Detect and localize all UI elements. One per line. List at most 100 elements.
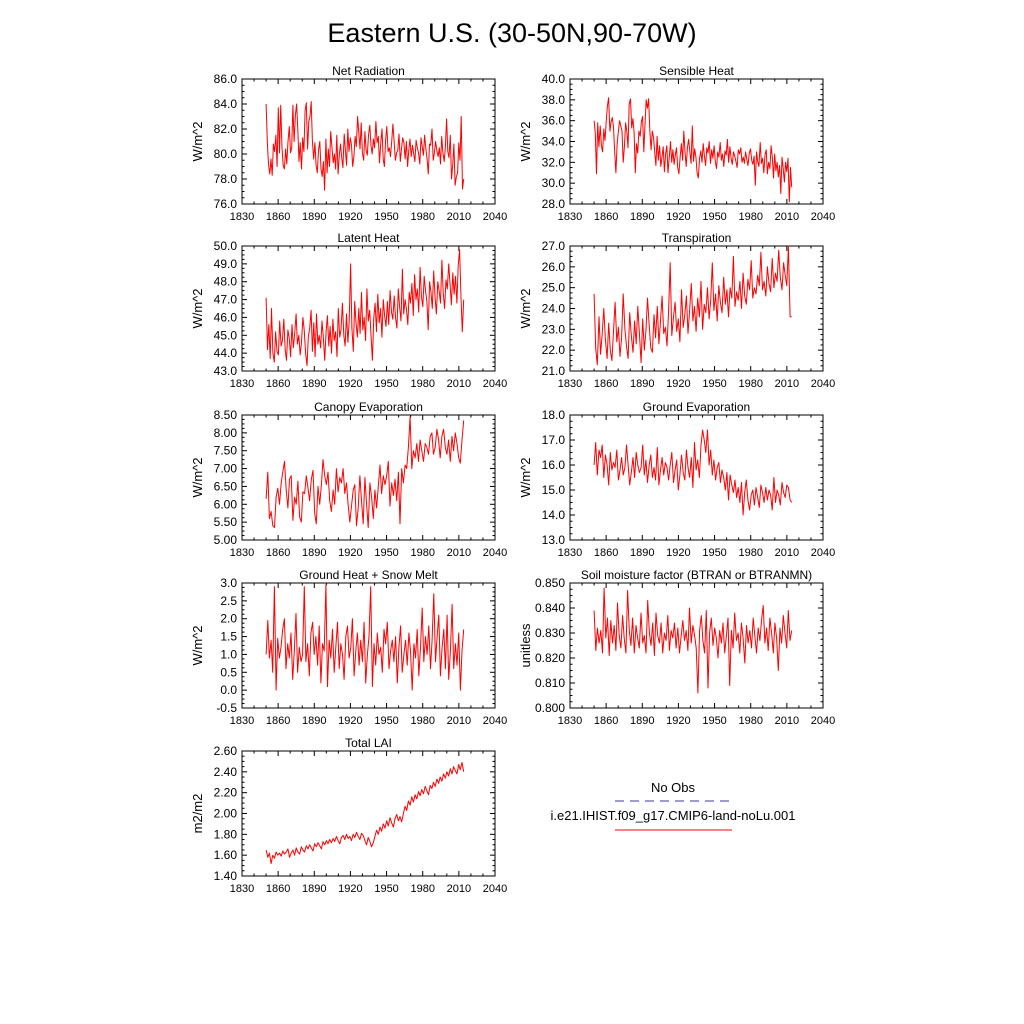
panel-title: Latent Heat [337, 231, 400, 245]
y-tick-label: 8.50 [214, 408, 238, 422]
chart-panel: Net Radiation W/m^2 1830 1860 1890 1920 1950 19… [190, 64, 507, 223]
x-tick-label: 1950 [702, 378, 726, 390]
x-tick-label: 1860 [594, 547, 618, 559]
x-tick-label: 2010 [775, 378, 799, 390]
y-tick-label: 5.00 [214, 533, 238, 547]
x-tick-label: 1980 [738, 211, 762, 223]
x-tick-label: 2040 [811, 715, 835, 727]
y-tick-label: 43.0 [214, 364, 238, 378]
x-tick-label: 1830 [558, 715, 582, 727]
y-tick-label: 32.0 [542, 155, 566, 169]
chart-panel: Transpiration W/m^2 1830 1860 1890 1920 1950 19… [518, 231, 835, 390]
chart-panel: Canopy Evaporation W/m^2 1830 1860 1890 1920 1… [190, 400, 507, 559]
y-axis-label: W/m^2 [190, 288, 205, 328]
series-line [593, 429, 793, 516]
y-tick-label: 5.50 [214, 515, 238, 529]
y-tick-label: 0.820 [535, 651, 565, 665]
y-tick-label: 30.0 [542, 176, 566, 190]
series-line [265, 762, 465, 864]
x-tick-label: 2040 [811, 211, 835, 223]
legend-obs-label: No Obs [651, 780, 696, 795]
x-tick-label: 1980 [410, 378, 434, 390]
x-tick-label: 1980 [410, 883, 434, 895]
y-tick-label: 80.0 [214, 147, 238, 161]
y-tick-label: 1.0 [220, 647, 237, 661]
x-tick-label: 1920 [338, 547, 362, 559]
x-tick-label: 1860 [594, 715, 618, 727]
x-tick-label: 1860 [266, 211, 290, 223]
x-tick-label: 1950 [702, 211, 726, 223]
y-tick-label: 23.0 [542, 322, 566, 336]
series-line [265, 249, 465, 367]
y-tick-label: 15.0 [542, 483, 566, 497]
panel-title: Sensible Heat [659, 64, 734, 78]
panel-title: Net Radiation [332, 64, 405, 78]
x-tick-label: 1890 [302, 883, 326, 895]
y-tick-label: 76.0 [214, 197, 238, 211]
x-tick-label: 1830 [558, 378, 582, 390]
x-tick-label: 1830 [558, 547, 582, 559]
chart-panel: Total LAI m2/m2 1830 1860 1890 1920 1950 1980 20… [190, 736, 507, 895]
y-tick-label: -0.5 [216, 701, 237, 715]
y-tick-label: 40.0 [542, 72, 566, 86]
y-tick-label: 50.0 [214, 239, 238, 253]
legend-model-label: i.e21.IHIST.f09_g17.CMIP6-land-noLu.001 [551, 808, 796, 823]
x-tick-label: 2010 [447, 715, 471, 727]
x-tick-label: 2040 [483, 211, 507, 223]
x-tick-label: 1950 [374, 883, 398, 895]
panel-title: Soil moisture factor (BTRAN or BTRANMN) [581, 568, 812, 582]
y-tick-label: 6.00 [214, 497, 238, 511]
y-axis-label: W/m^2 [518, 457, 533, 497]
x-tick-label: 1860 [266, 378, 290, 390]
series-line [265, 416, 465, 528]
x-tick-label: 1950 [702, 715, 726, 727]
y-tick-label: 6.50 [214, 479, 238, 493]
y-tick-label: 2.20 [214, 786, 238, 800]
x-tick-label: 2040 [483, 715, 507, 727]
panel-title: Transpiration [662, 231, 732, 245]
x-tick-label: 1980 [410, 211, 434, 223]
x-tick-label: 2010 [447, 883, 471, 895]
x-tick-label: 2010 [447, 211, 471, 223]
x-tick-label: 1950 [374, 378, 398, 390]
y-axis-label: unitless [518, 623, 533, 668]
y-axis-label: W/m^2 [190, 625, 205, 665]
x-tick-label: 1920 [666, 378, 690, 390]
x-tick-label: 1980 [410, 547, 434, 559]
y-tick-label: 82.0 [214, 122, 238, 136]
x-tick-label: 1890 [302, 547, 326, 559]
x-tick-label: 2040 [483, 547, 507, 559]
x-tick-label: 1830 [230, 211, 254, 223]
y-tick-label: 38.0 [542, 93, 566, 107]
y-tick-label: 0.5 [220, 665, 237, 679]
x-tick-label: 2010 [775, 715, 799, 727]
y-tick-label: 84.0 [214, 97, 238, 111]
x-tick-label: 1950 [374, 547, 398, 559]
x-tick-label: 1920 [666, 547, 690, 559]
y-axis-label: m2/m2 [190, 794, 205, 834]
x-tick-label: 1920 [338, 378, 362, 390]
x-tick-label: 1920 [338, 715, 362, 727]
y-tick-label: 0.800 [535, 701, 565, 715]
x-tick-label: 2010 [775, 211, 799, 223]
x-tick-label: 1920 [666, 211, 690, 223]
y-tick-label: 28.0 [542, 197, 566, 211]
y-tick-label: 34.0 [542, 135, 566, 149]
chart-panel: Sensible Heat W/m^2 1830 1860 1890 1920 1950 19… [518, 64, 835, 223]
y-tick-label: 1.5 [220, 630, 237, 644]
x-tick-label: 1920 [666, 715, 690, 727]
x-tick-label: 1980 [738, 378, 762, 390]
panel-title: Ground Evaporation [643, 400, 750, 414]
y-tick-label: 36.0 [542, 114, 566, 128]
y-tick-label: 48.0 [214, 275, 238, 289]
y-tick-label: 21.0 [542, 364, 566, 378]
x-tick-label: 2040 [811, 547, 835, 559]
y-tick-label: 46.0 [214, 310, 238, 324]
panel-title: Ground Heat + Snow Melt [299, 568, 438, 582]
series-line [593, 587, 793, 694]
x-tick-label: 2040 [483, 378, 507, 390]
chart-panel: Latent Heat W/m^2 1830 1860 1890 1920 1950 1980… [190, 231, 507, 390]
panel-title: Total LAI [345, 736, 392, 750]
x-tick-label: 1860 [594, 211, 618, 223]
